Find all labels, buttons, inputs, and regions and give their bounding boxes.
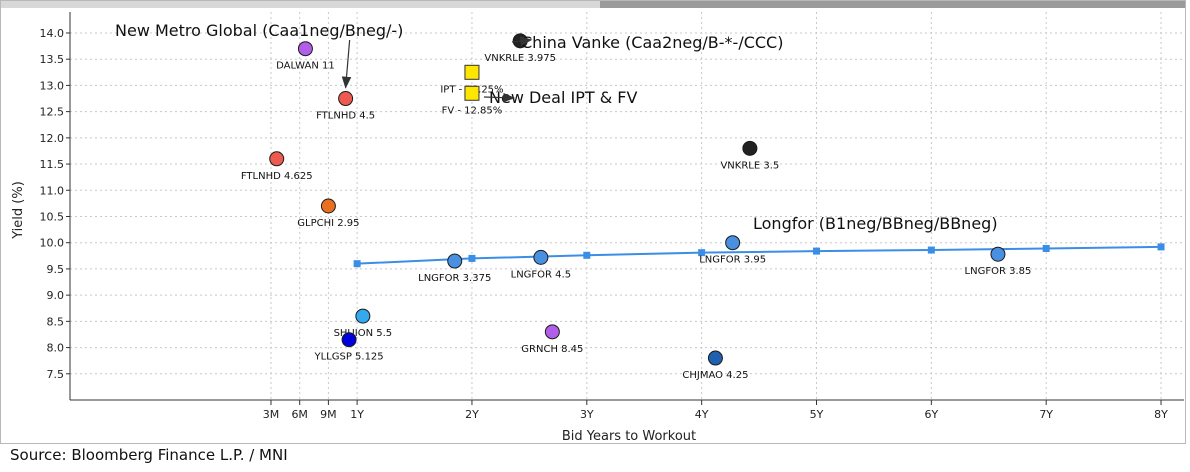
x-tick-label: 6Y: [924, 408, 938, 421]
curve-marker: [353, 260, 361, 268]
curve-marker: [583, 251, 591, 259]
arrow-new-deal: [483, 92, 516, 103]
bond-point-label: SHUION 5.5: [334, 328, 393, 339]
curve-marker: [927, 246, 935, 254]
x-tick-label: 3Y: [580, 408, 594, 421]
annotation-new-metro: New Metro Global (Caa1neg/Bneg/-): [115, 21, 403, 40]
curve-name-label: Longfor (B1neg/BBneg/BBneg): [753, 214, 998, 233]
plot-area: [70, 12, 1184, 400]
bond-point: [533, 249, 549, 265]
y-tick-label: 14.0: [40, 27, 65, 40]
annotation-new-deal: New Deal IPT & FV: [489, 88, 637, 107]
bond-point-label: DALWAN 11: [276, 61, 335, 72]
y-tick-label: 9.5: [47, 263, 65, 276]
bond-point: [269, 151, 285, 167]
x-tick-label: 1Y: [350, 408, 364, 421]
bond-point: [544, 324, 560, 340]
bond-point: [341, 332, 357, 348]
curve-marker: [1157, 243, 1165, 251]
y-tick-label: 12.0: [40, 132, 65, 145]
x-tick-label: 9M: [320, 408, 337, 421]
y-tick-label: 8.5: [47, 315, 65, 328]
y-tick-label: 9.0: [47, 289, 65, 302]
annotation-china-vanke: China Vanke (Caa2neg/B-*-/CCC): [521, 33, 783, 52]
arrow-china-vanke: [511, 36, 533, 46]
bond-point-label: FTLNHD 4.5: [316, 111, 375, 122]
new-deal-label: FV - 12.85%: [442, 105, 503, 116]
bond-point: [355, 308, 371, 324]
curve-marker: [812, 247, 820, 255]
new-deal-marker: [464, 64, 480, 80]
bond-point-label: YLLGSP 5.125: [313, 352, 383, 363]
y-tick-label: 13.0: [40, 79, 65, 92]
bond-point-label: LNGFOR 3.85: [965, 266, 1032, 277]
bond-point-label: LNGFOR 4.5: [511, 269, 571, 280]
source-note: Source: Bloomberg Finance L.P. / MNI: [10, 446, 288, 464]
top-strip-dark: [600, 1, 1185, 8]
bond-point: [320, 198, 336, 214]
x-tick-label: 5Y: [810, 408, 824, 421]
x-tick-label: 8Y: [1154, 408, 1168, 421]
y-tick-label: 10.5: [40, 210, 65, 223]
bond-point-label: GLPCHI 2.95: [297, 218, 359, 229]
bond-point: [297, 41, 313, 57]
bond-point-label: LNGFOR 3.95: [699, 255, 766, 266]
bond-point-label: GRNCH 8.45: [521, 344, 583, 355]
y-axis-title: Yield (%): [11, 181, 26, 240]
bond-point-label: VNKRLE 3.5: [720, 160, 779, 171]
bond-point-label: FTLNHD 4.625: [241, 171, 313, 182]
longfor-curve-line: [357, 245, 1162, 265]
new-deal-marker: [464, 85, 480, 101]
curve-marker: [1042, 244, 1050, 252]
bond-point: [338, 91, 354, 107]
x-tick-label: 2Y: [465, 408, 479, 421]
chart-container: 7.5 8.0 8.5 9.0 9.5 10.0 10.5 11.0 11.5 12.0 12.5 1…: [0, 0, 1186, 444]
curve-marker: [468, 254, 476, 262]
scatter-chart: 7.5 8.0 8.5 9.0 9.5 10.0 10.5 11.0 11.5 12.0 12.5 1…: [0, 0, 1186, 444]
bond-point-label: LNGFOR 3.375: [418, 273, 491, 284]
bond-point: [742, 140, 758, 156]
y-tick-label: 7.5: [47, 368, 65, 381]
y-tick-label: 8.0: [47, 342, 65, 355]
y-tick-label: 10.0: [40, 237, 65, 250]
y-tick-label: 13.5: [40, 53, 65, 66]
x-tick-label: 6M: [291, 408, 308, 421]
y-tick-label: 11.0: [40, 184, 65, 197]
curve-marker: [698, 249, 706, 257]
y-tick-label: 11.5: [40, 158, 65, 171]
x-tick-label: 3M: [263, 408, 280, 421]
bond-point: [990, 246, 1006, 262]
top-strip: [1, 1, 1185, 8]
x-tick-label: 4Y: [695, 408, 709, 421]
y-tick-label: 12.5: [40, 106, 65, 119]
bond-point-label: VNKRLE 3.975: [484, 53, 556, 64]
bond-point: [707, 350, 723, 366]
arrow-new-metro: [341, 39, 352, 89]
x-axis-title: Bid Years to Workout: [562, 429, 696, 444]
bond-point: [725, 235, 741, 251]
x-tick-label: 7Y: [1039, 408, 1053, 421]
bond-point: [447, 253, 463, 269]
bond-point-label: CHJMAO 4.25: [682, 370, 748, 381]
